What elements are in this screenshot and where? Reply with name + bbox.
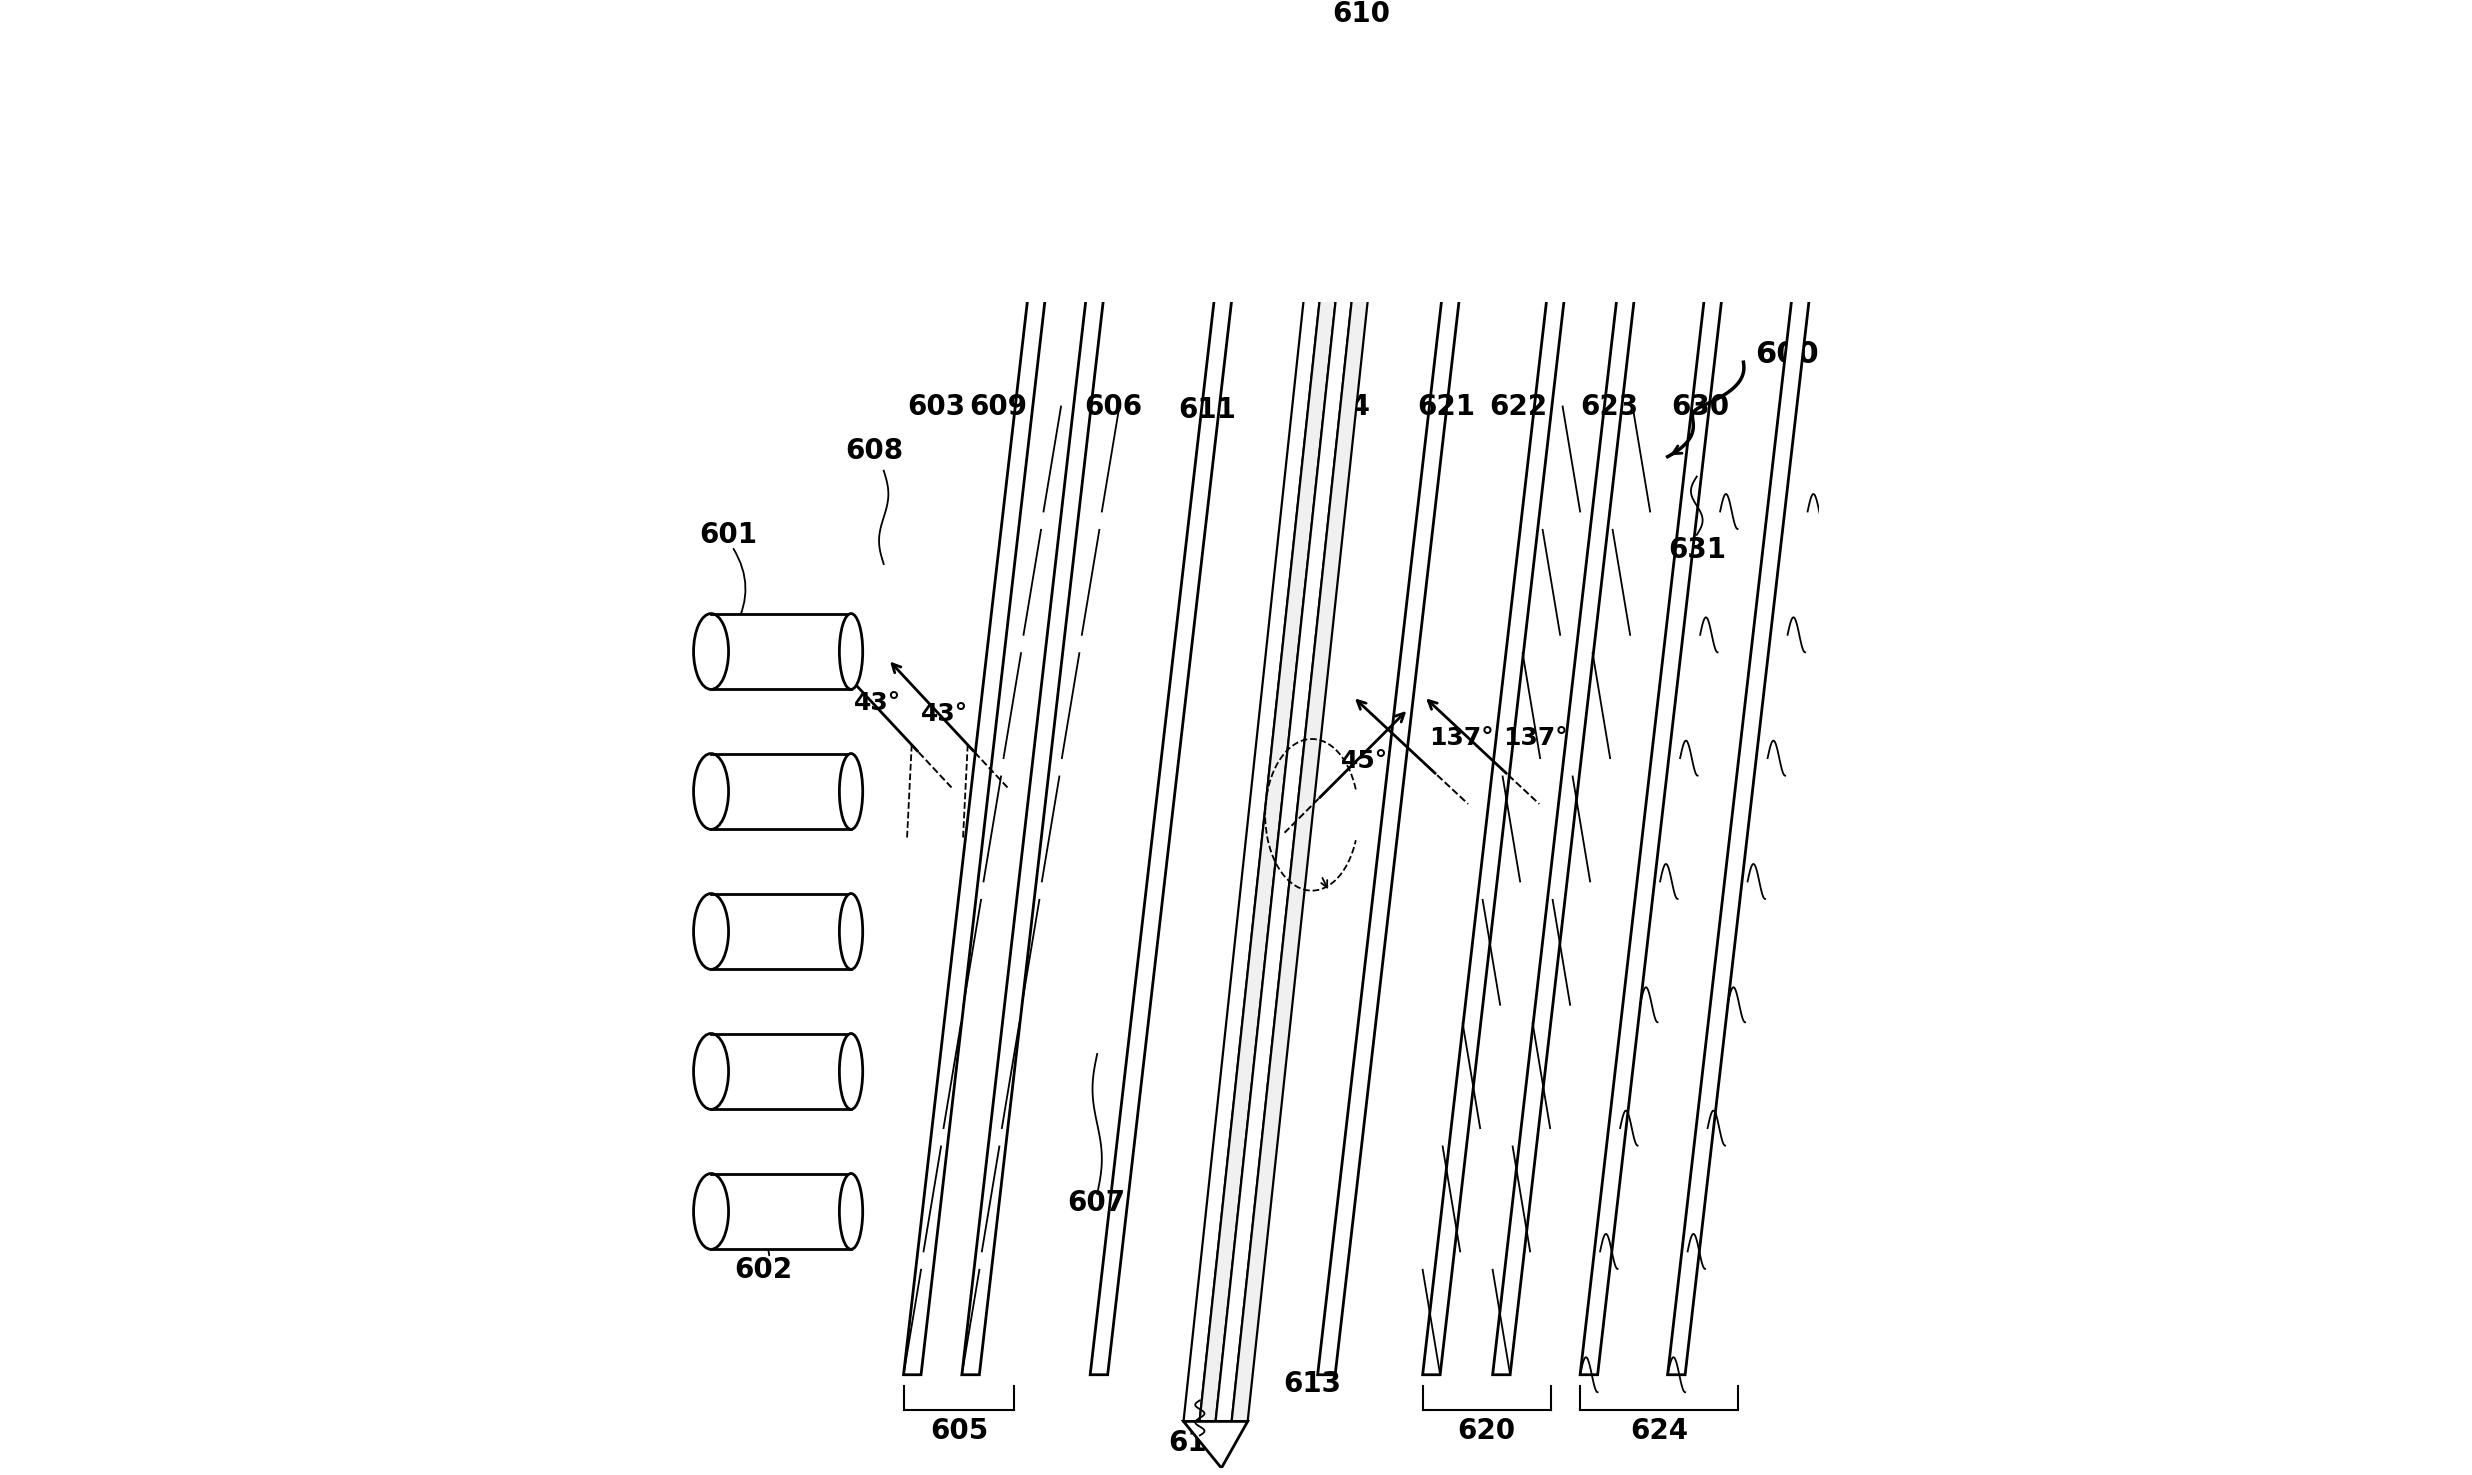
Text: 622: 622: [1488, 392, 1547, 420]
Polygon shape: [1372, 100, 1394, 115]
Ellipse shape: [840, 1034, 863, 1109]
Ellipse shape: [695, 614, 729, 689]
Polygon shape: [1355, 100, 1379, 115]
Text: 602: 602: [734, 1255, 794, 1283]
Ellipse shape: [840, 894, 863, 969]
Polygon shape: [1632, 153, 1654, 162]
Polygon shape: [1669, 162, 1824, 1375]
Polygon shape: [1090, 162, 1248, 1375]
Ellipse shape: [695, 894, 729, 969]
Polygon shape: [1216, 115, 1372, 1422]
Polygon shape: [712, 1034, 850, 1109]
Polygon shape: [712, 614, 850, 689]
Ellipse shape: [840, 754, 863, 829]
Polygon shape: [1231, 115, 1387, 1422]
Text: 631: 631: [1669, 535, 1725, 563]
Polygon shape: [1580, 162, 1738, 1375]
Ellipse shape: [840, 1174, 863, 1249]
Polygon shape: [962, 162, 1120, 1375]
Ellipse shape: [695, 754, 729, 829]
Text: 614: 614: [1313, 392, 1369, 420]
Ellipse shape: [840, 614, 863, 689]
Polygon shape: [1562, 153, 1585, 162]
Polygon shape: [712, 754, 850, 829]
Text: 609: 609: [969, 392, 1026, 420]
Text: 613: 613: [1283, 1370, 1340, 1398]
Text: 611: 611: [1177, 397, 1236, 425]
Polygon shape: [1043, 153, 1065, 162]
Text: 43°: 43°: [855, 690, 902, 715]
Text: 630: 630: [1671, 392, 1730, 420]
Polygon shape: [1340, 100, 1362, 115]
Polygon shape: [1721, 153, 1743, 162]
Text: 624: 624: [1629, 1417, 1688, 1446]
Polygon shape: [1424, 162, 1580, 1375]
Polygon shape: [905, 162, 1060, 1375]
Text: 603: 603: [907, 392, 964, 420]
Text: 607: 607: [1068, 1189, 1125, 1217]
Text: 621: 621: [1416, 392, 1476, 420]
Text: 315°: 315°: [1243, 860, 1310, 884]
Text: 606: 606: [1085, 392, 1142, 420]
Ellipse shape: [695, 1034, 729, 1109]
Polygon shape: [1318, 162, 1476, 1375]
Polygon shape: [1807, 153, 1829, 162]
Polygon shape: [1184, 115, 1340, 1422]
Polygon shape: [1458, 153, 1478, 162]
Text: 610: 610: [1332, 0, 1389, 28]
Polygon shape: [712, 1174, 850, 1249]
Text: 608: 608: [845, 437, 902, 465]
Polygon shape: [712, 894, 850, 969]
Polygon shape: [1103, 153, 1122, 162]
Text: 137°: 137°: [1429, 726, 1493, 749]
Polygon shape: [1231, 153, 1251, 162]
Ellipse shape: [695, 1174, 729, 1249]
Polygon shape: [1184, 1422, 1248, 1468]
Text: 45°: 45°: [1340, 749, 1387, 773]
Text: 43°: 43°: [920, 702, 969, 727]
Text: 620: 620: [1458, 1417, 1515, 1446]
Text: 623: 623: [1580, 392, 1639, 420]
Text: 137°: 137°: [1503, 726, 1567, 749]
Text: 612: 612: [1169, 1429, 1226, 1456]
Polygon shape: [1199, 115, 1355, 1422]
Polygon shape: [1323, 100, 1347, 115]
Text: 605: 605: [929, 1417, 989, 1446]
Text: 600: 600: [1755, 339, 1819, 369]
Polygon shape: [1493, 162, 1651, 1375]
Text: 601: 601: [700, 521, 756, 549]
